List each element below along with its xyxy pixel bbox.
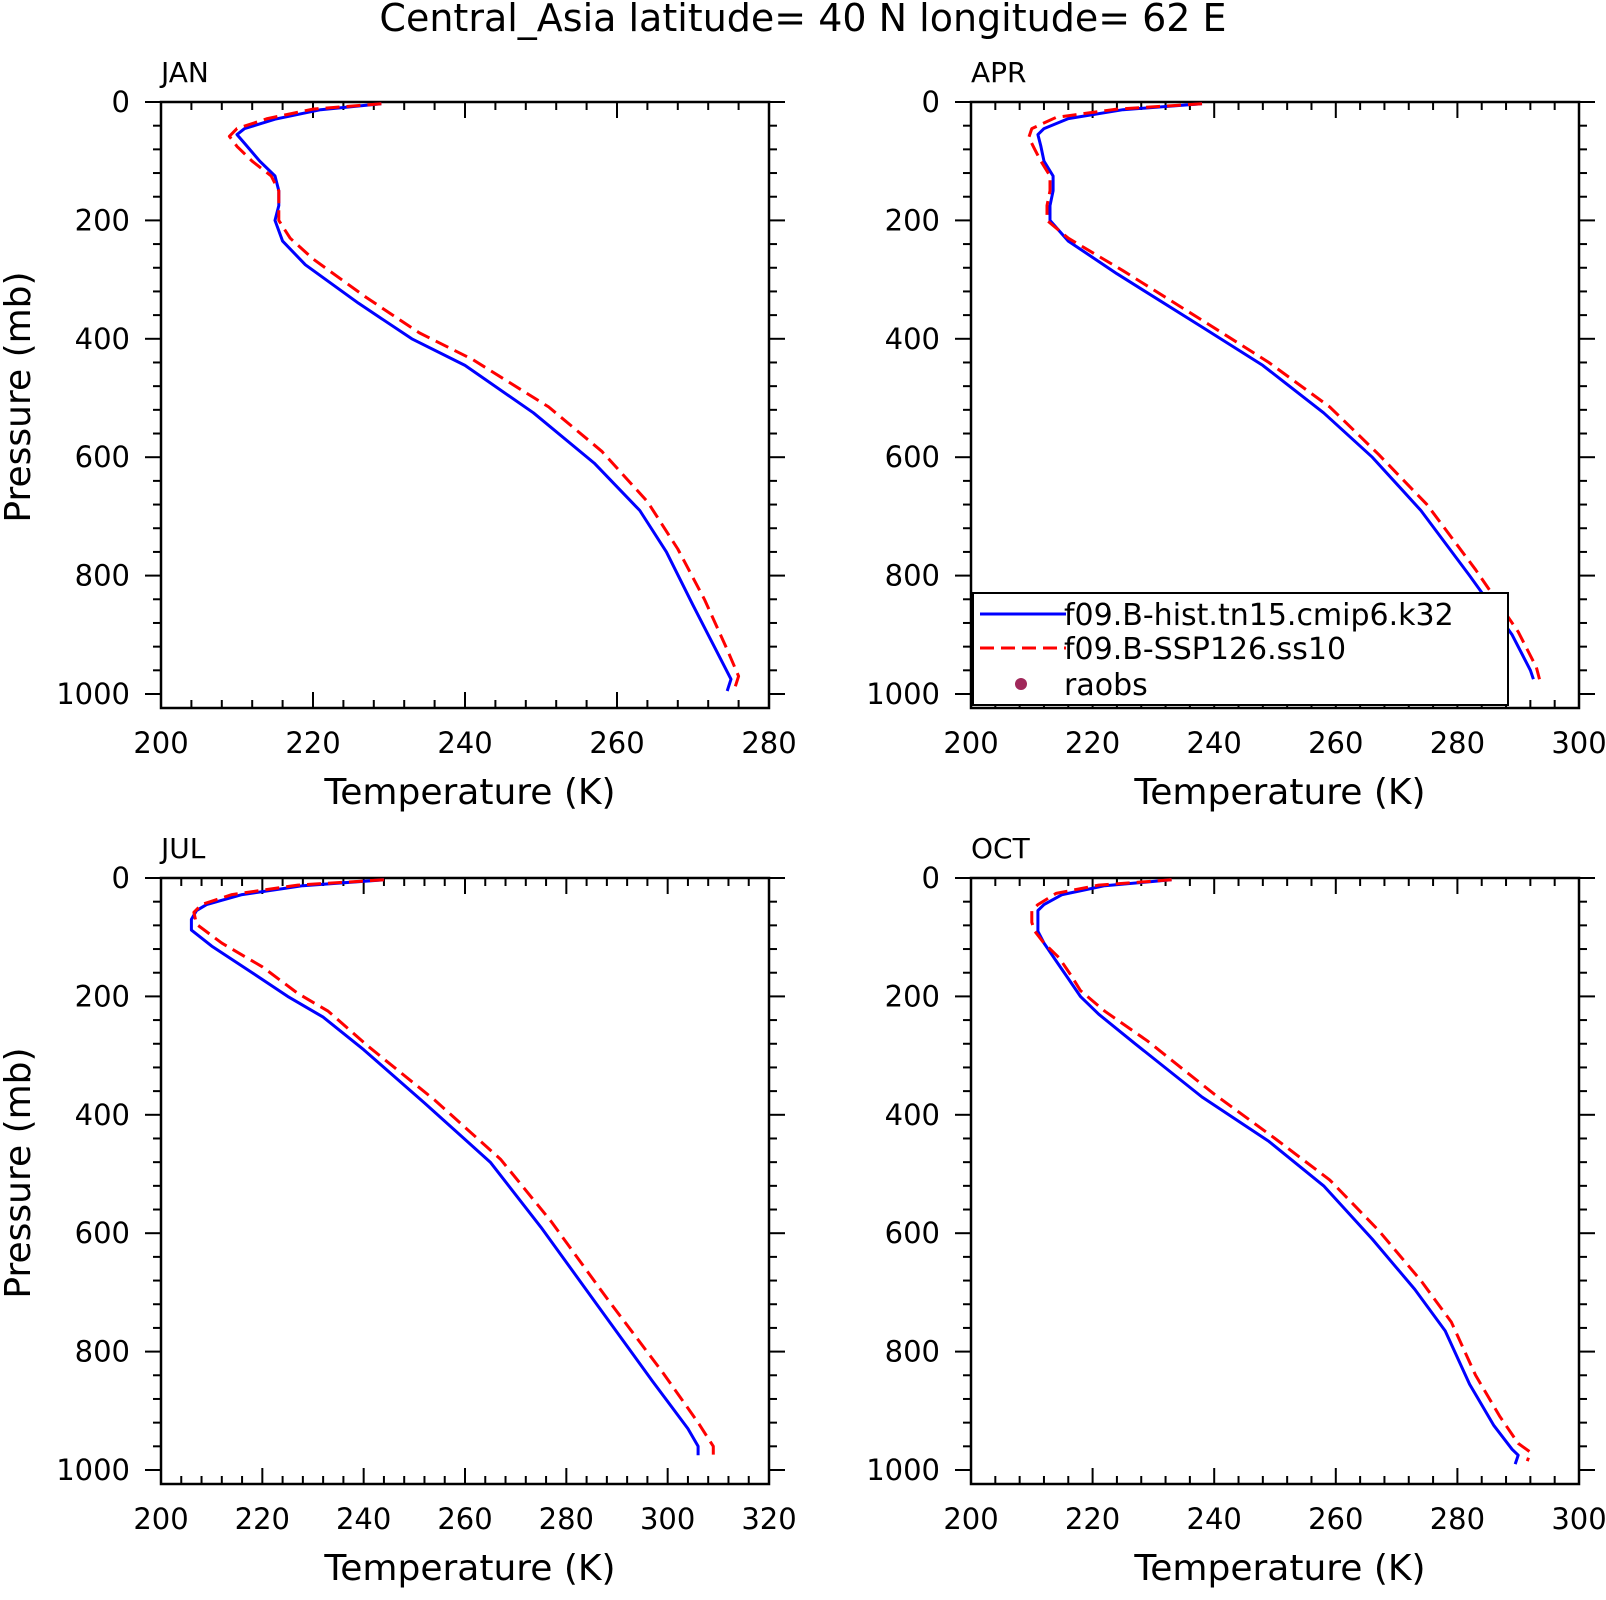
y-tick-label: 400	[885, 1098, 940, 1132]
legend-marker-raobs	[1015, 678, 1027, 690]
legend-label: raobs	[1064, 668, 1148, 703]
plot-frame	[969, 100, 1581, 710]
y-tick-label: 1000	[866, 1453, 940, 1487]
series-line-hist	[235, 102, 733, 692]
series-line-ssp126	[192, 878, 715, 1459]
x-tick-label: 280	[741, 726, 796, 760]
series-line-hist	[1036, 102, 1535, 680]
y-tick-label: 400	[885, 322, 940, 356]
y-tick-label: 800	[75, 559, 130, 593]
panel-label: OCT	[971, 832, 1031, 865]
x-tick-label: 260	[589, 726, 644, 760]
x-tick-label: 240	[336, 1502, 391, 1536]
y-tick-label: 200	[885, 203, 940, 237]
y-tick-label: 800	[75, 1335, 130, 1369]
y-tick-label: 800	[885, 1335, 940, 1369]
x-tick-label: 240	[1187, 726, 1242, 760]
y-tick-label: 400	[75, 322, 130, 356]
x-axis-title: Temperature (K)	[323, 772, 615, 813]
x-tick-label: 300	[1551, 1502, 1606, 1536]
x-tick-label: 260	[1308, 1502, 1363, 1536]
x-tick-label: 280	[539, 1502, 594, 1536]
series-line-hist	[189, 878, 700, 1456]
series-line-hist	[1036, 878, 1520, 1465]
y-tick-label: 0	[922, 85, 940, 119]
x-tick-label: 280	[1430, 1502, 1485, 1536]
y-axis-title: Pressure (mb)	[0, 271, 39, 522]
y-tick-label: 200	[885, 979, 940, 1013]
series-line-ssp126	[1030, 878, 1532, 1462]
x-tick-label: 220	[285, 726, 340, 760]
x-tick-label: 300	[1551, 726, 1606, 760]
x-axis-title: Temperature (K)	[323, 1548, 615, 1589]
y-tick-label: 800	[885, 559, 940, 593]
legend-box	[972, 592, 1509, 706]
panel-label: JUL	[159, 832, 206, 865]
x-tick-label: 200	[943, 726, 998, 760]
legend-label: f09.B-hist.tn15.cmip6.k32	[1064, 598, 1454, 633]
y-tick-label: 0	[922, 861, 940, 895]
y-tick-label: 1000	[866, 677, 940, 711]
y-axis-title: Pressure (mb)	[0, 1047, 39, 1298]
plot-frame	[159, 100, 771, 710]
y-tick-label: 200	[75, 979, 130, 1013]
legend: f09.B-hist.tn15.cmip6.k32f09.B-SSP126.ss…	[972, 592, 1509, 706]
figure-title: Central_Asia latitude= 40 N longitude= 6…	[379, 0, 1226, 40]
x-tick-label: 280	[1430, 726, 1485, 760]
y-tick-label: 0	[112, 861, 130, 895]
x-tick-label: 200	[133, 726, 188, 760]
plot-frame	[969, 876, 1581, 1486]
y-tick-label: 200	[75, 203, 130, 237]
x-tick-label: 220	[235, 1502, 290, 1536]
x-tick-label: 200	[943, 1502, 998, 1536]
legend-label: f09.B-SSP126.ss10	[1064, 632, 1346, 667]
x-tick-label: 240	[1187, 1502, 1242, 1536]
y-tick-label: 600	[75, 440, 130, 474]
x-tick-label: 260	[1308, 726, 1363, 760]
series-line-ssp126	[227, 102, 741, 689]
panel-label: JAN	[159, 56, 209, 89]
y-tick-label: 600	[885, 440, 940, 474]
x-tick-label: 320	[741, 1502, 796, 1536]
series-line-ssp126	[1027, 102, 1541, 680]
x-axis-title: Temperature (K)	[1133, 1548, 1425, 1589]
x-tick-label: 220	[1065, 1502, 1120, 1536]
x-tick-label: 260	[437, 1502, 492, 1536]
x-tick-label: 200	[133, 1502, 188, 1536]
x-tick-label: 300	[640, 1502, 695, 1536]
x-tick-label: 220	[1065, 726, 1120, 760]
x-tick-label: 240	[437, 726, 492, 760]
x-axis-title: Temperature (K)	[1133, 772, 1425, 813]
y-tick-label: 1000	[56, 677, 130, 711]
y-tick-label: 1000	[56, 1453, 130, 1487]
y-tick-label: 400	[75, 1098, 130, 1132]
panel-label: APR	[971, 56, 1027, 89]
y-tick-label: 600	[885, 1216, 940, 1250]
y-tick-label: 0	[112, 85, 130, 119]
y-tick-label: 600	[75, 1216, 130, 1250]
